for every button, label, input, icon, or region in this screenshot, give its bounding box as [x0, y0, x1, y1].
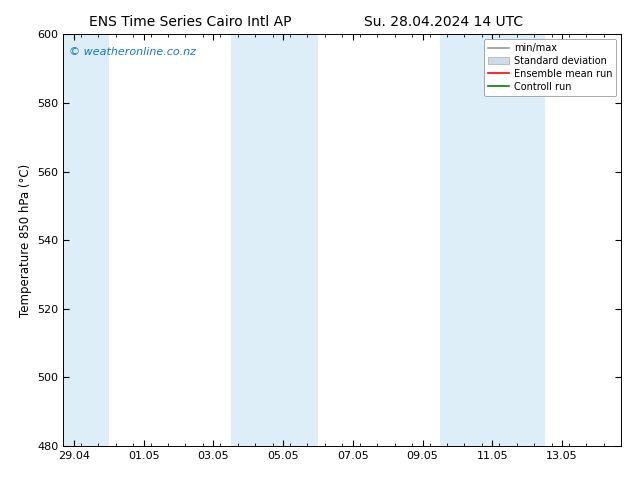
Y-axis label: Temperature 850 hPa (°C): Temperature 850 hPa (°C) [19, 164, 32, 317]
Text: ENS Time Series Cairo Intl AP: ENS Time Series Cairo Intl AP [89, 15, 292, 29]
Legend: min/max, Standard deviation, Ensemble mean run, Controll run: min/max, Standard deviation, Ensemble me… [484, 39, 616, 96]
Bar [63, 34, 109, 446]
Text: © weatheronline.co.nz: © weatheronline.co.nz [69, 47, 196, 57]
Bar [440, 34, 545, 446]
Bar [231, 34, 318, 446]
Text: Su. 28.04.2024 14 UTC: Su. 28.04.2024 14 UTC [365, 15, 523, 29]
